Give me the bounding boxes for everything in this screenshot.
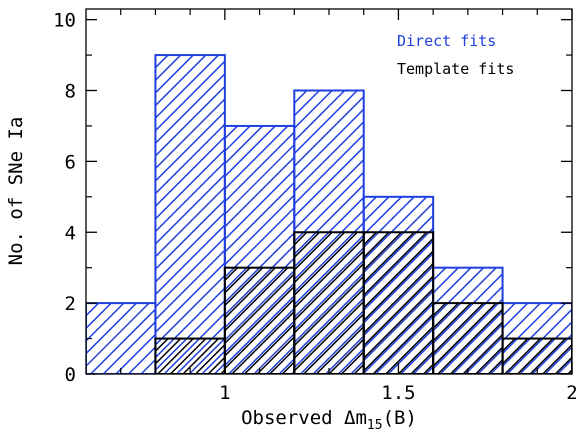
bar-direct-1-hatch: [155, 55, 225, 374]
legend-template-fits: Template fits: [397, 60, 514, 78]
y-tick-label: 6: [65, 151, 76, 173]
y-tick-label: 4: [65, 222, 76, 244]
y-tick-label: 10: [53, 10, 76, 32]
bar-template-3-hatch: [294, 232, 364, 374]
x-tick-label: 2: [566, 382, 577, 404]
x-axis-title-prefix: Observed Δm: [241, 407, 367, 429]
bar-template-5: [432, 302, 504, 374]
bar-direct-4-hatch: [363, 196, 434, 374]
bar-direct-5-hatch: [433, 267, 503, 374]
legend-direct-fits: Direct fits: [397, 32, 496, 50]
bar-direct-2-hatch: [224, 125, 295, 374]
bar-direct-0: [86, 302, 157, 374]
y-tick-label: 0: [65, 364, 76, 386]
x-axis-title-suffix: (B): [383, 407, 417, 429]
bar-template-1-hatch: [155, 338, 225, 374]
bar-template-3: [293, 231, 365, 374]
x-tick-label: 1: [219, 382, 230, 404]
x-axis-title: Observed Δm15(B): [241, 407, 417, 433]
template-fits-bars: [154, 231, 572, 374]
y-tick-label: 8: [65, 81, 76, 103]
bar-template-6-hatch: [502, 338, 572, 374]
ticks: 0 2 4 6 8 10 1 1.5 2: [53, 9, 578, 404]
bar-template-4-hatch: [363, 232, 434, 374]
bar-direct-2: [223, 124, 296, 374]
bar-direct-1: [154, 54, 226, 374]
bar-template-6: [501, 337, 572, 374]
x-axis-title-subscript: 15: [367, 418, 383, 433]
y-tick-label: 2: [65, 293, 76, 315]
direct-fits-bars: [86, 54, 572, 374]
bar-template-2-hatch: [224, 267, 295, 374]
y-axis-title: No. of SNe Ia: [5, 117, 27, 266]
x-tick-label: 1.5: [381, 382, 415, 404]
